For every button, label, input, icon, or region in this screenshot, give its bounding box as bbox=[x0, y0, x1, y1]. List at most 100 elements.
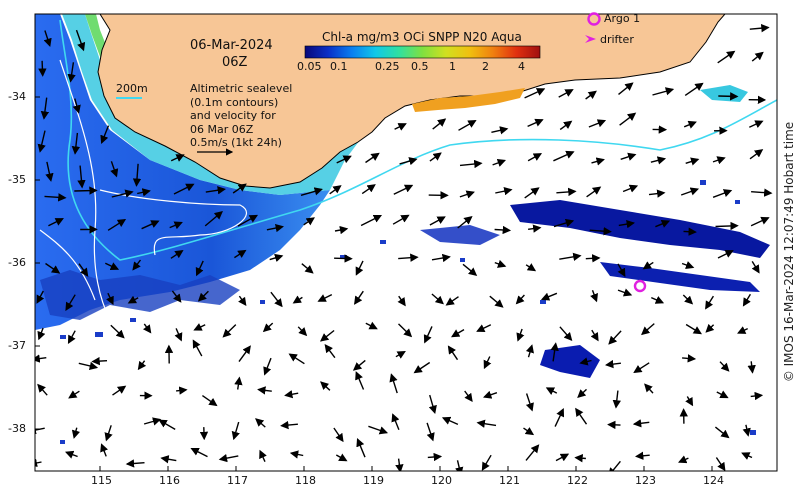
velocity-arrow bbox=[263, 357, 272, 376]
velocity-arrow bbox=[132, 259, 142, 271]
bight-chlorophyll bbox=[412, 88, 525, 112]
velocity-arrow bbox=[685, 323, 702, 335]
velocity-arrow bbox=[605, 359, 621, 369]
lon-tick-label: 121 bbox=[499, 474, 520, 487]
velocity-arrow bbox=[77, 165, 86, 189]
velocity-arrow bbox=[365, 152, 380, 164]
velocity-arrow bbox=[202, 395, 218, 407]
colorbar bbox=[304, 45, 541, 59]
colorbar-tick: 2 bbox=[482, 60, 489, 73]
velocity-arrow bbox=[204, 211, 223, 227]
velocity-arrow bbox=[394, 123, 407, 131]
velocity-arrow bbox=[111, 189, 134, 198]
velocity-arrow bbox=[516, 328, 525, 342]
velocity-arrow bbox=[714, 426, 730, 439]
velocity-arrow bbox=[397, 295, 406, 307]
velocity-arrow bbox=[110, 161, 119, 178]
velocity-arrow bbox=[617, 263, 626, 278]
colorbar-tick: 0.5 bbox=[411, 60, 429, 73]
velocity-arrow bbox=[718, 92, 739, 101]
velocity-arrow bbox=[644, 383, 654, 394]
velocity-arrow bbox=[71, 427, 81, 439]
velocity-arrow bbox=[413, 361, 431, 374]
drifter-legend-icon bbox=[585, 35, 596, 43]
plot-frame bbox=[34, 13, 778, 472]
velocity-arrow bbox=[91, 356, 108, 366]
velocity-arrow bbox=[320, 329, 335, 342]
velocity-arrow bbox=[678, 455, 689, 464]
velocity-arrow bbox=[715, 221, 739, 231]
chl-patch bbox=[600, 262, 760, 292]
velocity-arrow bbox=[160, 455, 177, 464]
velocity-arrow bbox=[652, 87, 675, 96]
velocity-arrow bbox=[110, 324, 125, 339]
velocity-arrow bbox=[559, 326, 573, 342]
velocity-arrow bbox=[588, 119, 607, 128]
velocity-arrow bbox=[335, 453, 348, 462]
land-mass bbox=[97, 14, 726, 189]
velocity-arrow bbox=[289, 450, 304, 459]
velocity-arrow bbox=[705, 295, 714, 310]
velocity-arrow bbox=[423, 326, 433, 344]
velocity-arrow bbox=[352, 359, 366, 371]
chl-patch bbox=[40, 270, 240, 320]
velocity-arrow bbox=[749, 23, 770, 33]
velocity-arrow bbox=[232, 183, 247, 194]
velocity-arrow bbox=[284, 390, 299, 399]
lon-tick-label: 122 bbox=[567, 474, 588, 487]
velocity-arrow bbox=[361, 184, 376, 195]
velocity-arrow bbox=[524, 88, 546, 99]
velocity-arrow bbox=[158, 419, 176, 431]
velocity-arrow bbox=[67, 330, 76, 345]
velocity-arrow bbox=[680, 187, 700, 196]
velocity-arrow bbox=[741, 452, 753, 460]
velocity-arrow bbox=[398, 253, 419, 262]
velocity-arrow bbox=[431, 253, 451, 263]
velocity-arrow bbox=[174, 328, 183, 342]
velocity-arrow bbox=[750, 216, 770, 227]
velocity-arrow bbox=[234, 249, 247, 259]
velocity-arrow bbox=[712, 156, 726, 165]
velocity-arrow bbox=[525, 444, 540, 461]
velocity-arrow bbox=[389, 373, 398, 394]
velocity-arrow bbox=[717, 250, 734, 259]
velocity-arrow bbox=[447, 345, 459, 361]
velocity-arrow bbox=[255, 418, 266, 428]
altimetry-note: Altimetric sealevel (0.1m contours) and … bbox=[190, 82, 293, 149]
velocity-arrow bbox=[540, 292, 558, 301]
sealevel-contour bbox=[99, 189, 247, 256]
velocity-arrow bbox=[685, 396, 694, 407]
velocity-arrow bbox=[712, 189, 733, 198]
argo-legend-label: Argo 1 bbox=[604, 12, 641, 25]
velocity-arrow bbox=[751, 188, 773, 197]
velocity-arrow bbox=[132, 163, 142, 187]
velocity-arrow bbox=[608, 330, 622, 345]
velocity-arrow bbox=[169, 221, 183, 230]
velocity-arrow bbox=[107, 218, 127, 231]
velocity-arrow bbox=[633, 362, 650, 374]
velocity-arrow bbox=[48, 218, 64, 227]
velocity-arrow bbox=[355, 260, 364, 276]
argo-float-marker[interactable] bbox=[633, 279, 647, 293]
velocity-arrow bbox=[556, 187, 577, 197]
velocity-arrow bbox=[683, 120, 697, 129]
velocity-arrow bbox=[608, 460, 621, 471]
velocity-arrow bbox=[222, 324, 237, 338]
velocity-arrow bbox=[288, 353, 305, 365]
velocity-arrow bbox=[100, 125, 110, 145]
lon-tick-label: 120 bbox=[431, 474, 452, 487]
velocity-arrow bbox=[750, 391, 764, 401]
velocity-arrow bbox=[483, 356, 492, 370]
contour-legend-label: 200m bbox=[116, 82, 148, 95]
sealevel-contour bbox=[39, 229, 96, 301]
lat-tick-label: -37 bbox=[8, 339, 26, 352]
argo-legend-icon bbox=[587, 12, 601, 26]
velocity-arrow bbox=[684, 82, 704, 96]
velocity-arrow bbox=[462, 263, 478, 276]
velocity-arrow bbox=[280, 420, 298, 430]
velocity-arrow bbox=[301, 263, 314, 274]
velocity-arrow bbox=[590, 290, 598, 303]
velocity-arrow bbox=[193, 323, 206, 331]
velocity-arrow bbox=[190, 447, 208, 458]
